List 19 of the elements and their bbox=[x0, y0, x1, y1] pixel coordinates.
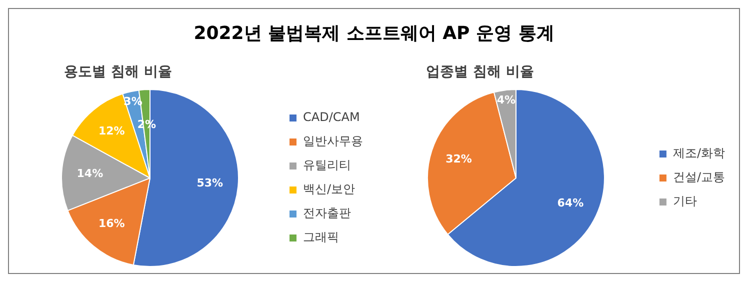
data-label: 16% bbox=[98, 217, 125, 230]
legend-label: 그래픽 bbox=[303, 230, 339, 244]
legend-label: 유틸리티 bbox=[303, 158, 351, 172]
data-label: 53% bbox=[196, 176, 224, 190]
legend-label: 전자출판 bbox=[303, 206, 351, 220]
legend-label: 일반사무용 bbox=[303, 134, 363, 148]
data-label: 14% bbox=[76, 167, 104, 180]
data-label: 4% bbox=[496, 94, 516, 107]
chart-subtitle: 업종별 침해 비율 bbox=[425, 63, 535, 81]
legend-label: 백신/보안 bbox=[303, 182, 356, 196]
legend-label: 기타 bbox=[672, 194, 697, 208]
data-label: 64% bbox=[557, 196, 584, 210]
data-label: 12% bbox=[98, 124, 125, 138]
data-label: 32% bbox=[446, 152, 472, 166]
legend-label: 제조/화학 bbox=[672, 146, 726, 160]
legend-label: 건설/교통 bbox=[672, 170, 726, 184]
legend-label: CAD/CAM bbox=[303, 110, 360, 124]
chart-subtitle: 용도별 침해 비율 bbox=[63, 63, 173, 81]
chart-title: 2022년 불법복제 소프트웨어 AP 운영 통계 bbox=[192, 22, 556, 45]
